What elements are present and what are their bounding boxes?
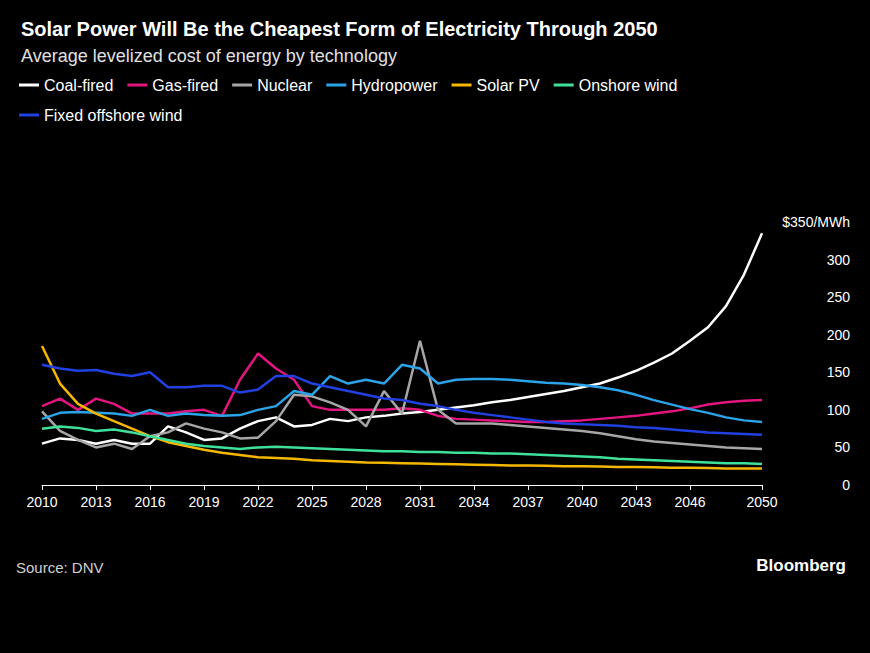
svg-text:2010: 2010 — [26, 494, 57, 510]
svg-text:2040: 2040 — [566, 494, 597, 510]
svg-text:50: 50 — [834, 439, 850, 455]
svg-text:2034: 2034 — [458, 494, 489, 510]
svg-text:250: 250 — [827, 289, 851, 305]
svg-text:150: 150 — [827, 364, 851, 380]
svg-text:$350/MWh: $350/MWh — [782, 214, 850, 230]
svg-text:Gas-fired: Gas-fired — [152, 77, 218, 94]
svg-text:300: 300 — [827, 252, 851, 268]
svg-text:Onshore wind: Onshore wind — [579, 77, 678, 94]
svg-text:2050: 2050 — [746, 494, 777, 510]
svg-text:Solar PV: Solar PV — [477, 77, 540, 94]
svg-text:2043: 2043 — [620, 494, 651, 510]
svg-text:Nuclear: Nuclear — [257, 77, 313, 94]
svg-text:2019: 2019 — [188, 494, 219, 510]
svg-text:Bloomberg: Bloomberg — [756, 556, 846, 575]
svg-text:Average levelized cost of ener: Average levelized cost of energy by tech… — [21, 46, 397, 66]
svg-text:Coal-fired: Coal-fired — [44, 77, 113, 94]
svg-text:2022: 2022 — [242, 494, 273, 510]
svg-text:Source: DNV: Source: DNV — [16, 559, 104, 576]
svg-text:Fixed offshore wind: Fixed offshore wind — [44, 107, 182, 124]
svg-text:Solar Power Will Be the Cheape: Solar Power Will Be the Cheapest Form of… — [21, 18, 658, 40]
svg-text:2028: 2028 — [350, 494, 381, 510]
svg-text:2046: 2046 — [674, 494, 705, 510]
svg-text:100: 100 — [827, 402, 851, 418]
svg-text:2016: 2016 — [134, 494, 165, 510]
svg-text:200: 200 — [827, 327, 851, 343]
svg-text:0: 0 — [842, 477, 850, 493]
svg-text:2013: 2013 — [80, 494, 111, 510]
svg-text:2025: 2025 — [296, 494, 327, 510]
svg-text:Hydropower: Hydropower — [351, 77, 438, 94]
svg-text:2037: 2037 — [512, 494, 543, 510]
svg-text:2031: 2031 — [404, 494, 435, 510]
